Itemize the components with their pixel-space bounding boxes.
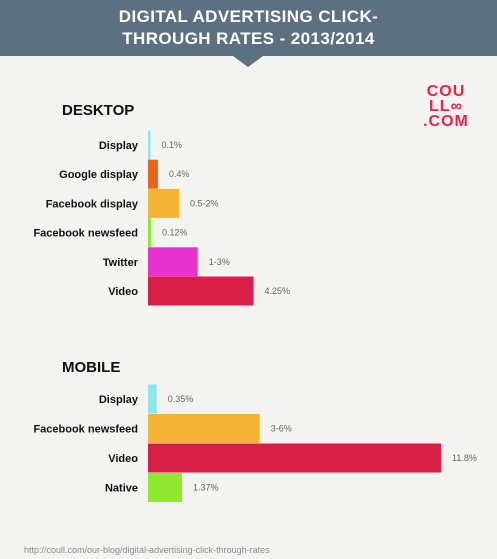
mobile-category-label-native: Native	[105, 483, 138, 495]
mobile-category-label-video: Video	[108, 453, 138, 465]
logo-line-3: .COM	[423, 113, 469, 130]
desktop-value-label-twitter: 1-3%	[209, 257, 230, 267]
desktop-value-label-facebook-display: 0.5-2%	[190, 198, 219, 208]
mobile-category-label-display: Display	[99, 394, 139, 406]
desktop-bar-display	[148, 130, 151, 160]
desktop-bar-google-display	[148, 159, 158, 189]
desktop-bar-facebook-display	[148, 188, 179, 218]
chart-title-line-1: DIGITAL ADVERTISING CLICK-	[118, 7, 379, 26]
source-url[interactable]: http://coull.com/our-blog/digital-advert…	[24, 545, 270, 555]
desktop-category-label-facebook-newsfeed: Facebook newsfeed	[33, 228, 138, 240]
desktop-category-label-facebook-display: Facebook display	[46, 198, 139, 210]
logo-line-2: LL∞	[429, 98, 463, 115]
chart-title-line-2: THROUGH RATES - 2013/2014	[122, 29, 375, 48]
mobile-bar-display	[148, 384, 157, 414]
desktop-value-label-video: 4.25%	[265, 286, 291, 296]
desktop-section-title: DESKTOP	[62, 102, 134, 119]
header-arrow	[233, 56, 263, 67]
mobile-value-label-native: 1.37%	[193, 483, 219, 493]
mobile-value-label-facebook-newsfeed: 3-6%	[271, 424, 292, 434]
mobile-value-label-display: 0.35%	[168, 394, 194, 404]
header-banner	[0, 0, 497, 56]
desktop-value-label-facebook-newsfeed: 0.12%	[162, 228, 188, 238]
desktop-bar-twitter	[148, 247, 198, 277]
desktop-value-label-display: 0.1%	[162, 140, 183, 150]
desktop-category-label-video: Video	[108, 286, 138, 298]
mobile-section-title: MOBILE	[62, 359, 120, 376]
desktop-category-label-twitter: Twitter	[103, 257, 139, 269]
desktop-category-label-google-display: Google display	[59, 169, 139, 181]
coull-logo: COU LL∞ .COM	[418, 83, 474, 130]
mobile-category-label-facebook-newsfeed: Facebook newsfeed	[33, 424, 138, 436]
mobile-value-label-video: 11.8%	[452, 453, 477, 463]
desktop-category-label-display: Display	[99, 140, 139, 152]
desktop-bar-facebook-newsfeed	[148, 218, 151, 248]
desktop-value-label-google-display: 0.4%	[169, 169, 190, 179]
desktop-bar-video	[148, 276, 254, 306]
mobile-bar-native	[148, 473, 182, 502]
mobile-bar-video	[148, 443, 441, 473]
logo-line-1: COU	[426, 83, 466, 100]
mobile-bar-facebook-newsfeed	[148, 414, 260, 443]
